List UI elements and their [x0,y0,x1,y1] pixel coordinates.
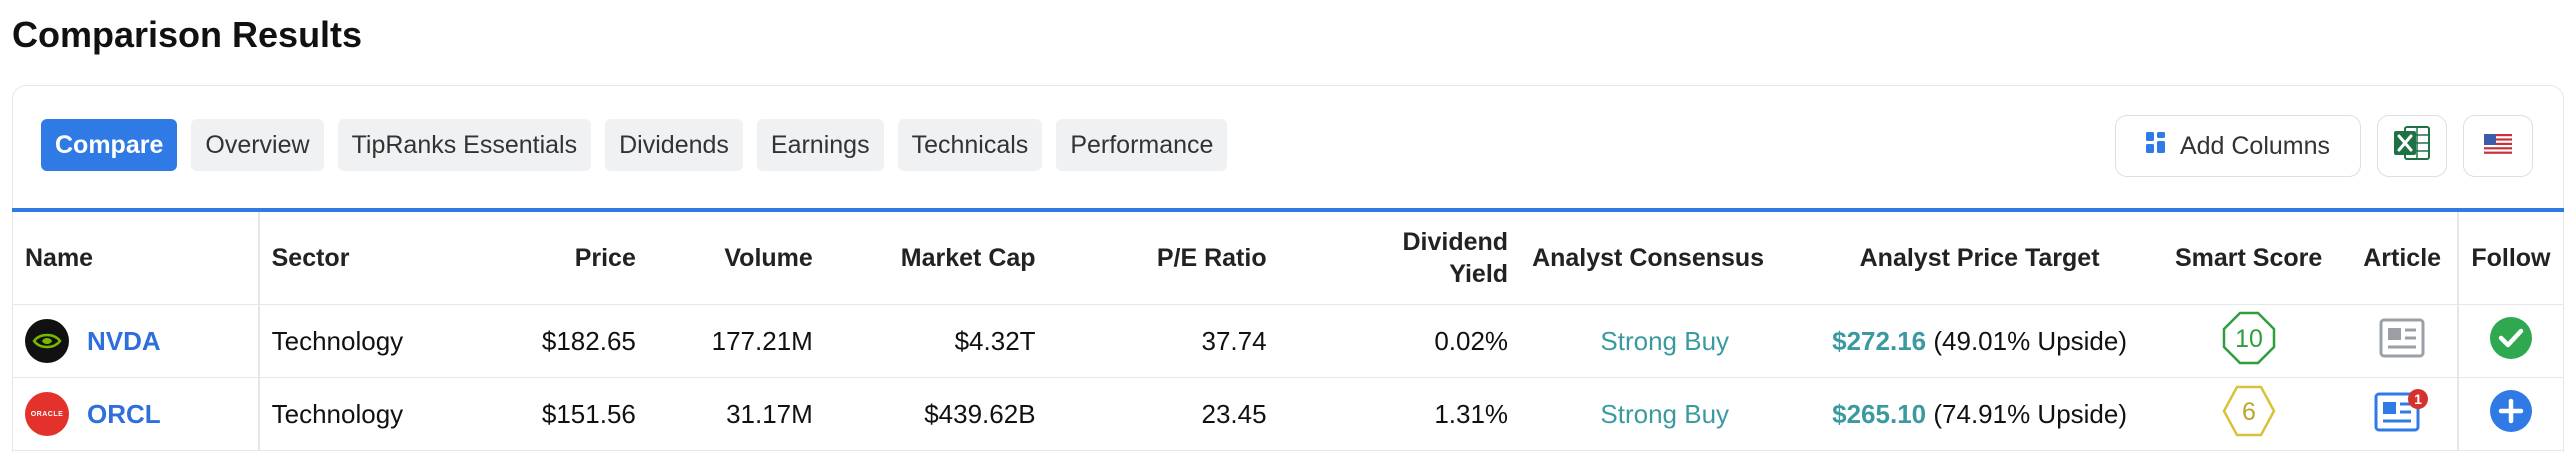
toolbar-tools: Add Columns [2115,115,2533,177]
toolbar: Compare Overview TipRanks Essentials Div… [13,86,2563,208]
tab-overview[interactable]: Overview [191,119,324,171]
price-target-cell: $265.10 (74.91% Upside) [1809,377,2150,451]
add-columns-label: Add Columns [2179,131,2331,160]
smart-score-value: 10 [2235,325,2263,353]
column-header-price[interactable]: Price [466,212,648,305]
smart-score-cell: 6 [2149,377,2348,451]
smart-score-cell: 10 [2149,304,2348,378]
column-header-market-cap[interactable]: Market Cap [824,212,1048,305]
country-selector-button[interactable] [2463,115,2533,177]
column-header-analyst-consensus[interactable]: Analyst Consensus [1520,212,1810,305]
tab-earnings[interactable]: Earnings [756,119,884,171]
add-columns-button[interactable]: Add Columns [2115,115,2361,177]
sector-cell: Technology [258,304,467,378]
smart-score-badge[interactable]: 6 [2221,383,2277,439]
columns-icon [2145,131,2166,161]
market-cap-cell: $4.32T [824,304,1048,378]
tab-bar: Compare Overview TipRanks Essentials Div… [41,119,1228,171]
table-header-row: Name Sector Price Volume Market Cap P/E … [13,212,2563,305]
upside-text: (74.91% Upside) [1933,398,2128,429]
column-header-dividend-yield[interactable]: Dividend Yield [1278,212,1521,305]
tab-tipranks-essentials[interactable]: TipRanks Essentials [337,119,592,171]
column-header-dividend-yield-line1: Dividend [1402,228,1509,256]
oracle-logo: ORACLE [25,392,69,436]
price-target-link[interactable]: $272.16 [1832,325,1927,356]
article-cell [2347,304,2458,378]
oracle-logo-text: ORACLE [30,410,64,418]
follow-cell [2456,304,2563,378]
ticker-link[interactable]: ORCL [87,398,161,429]
table-row: ORACLE ORCL Technology $151.56 31.17M $4… [13,377,2563,451]
price-cell: $151.56 [466,377,648,451]
analyst-consensus-link[interactable]: Strong Buy [1520,304,1810,378]
name-cell: ORACLE ORCL [13,377,260,451]
column-header-article: Article [2347,212,2458,305]
tab-technicals[interactable]: Technicals [897,119,1043,171]
price-cell: $182.65 [466,304,648,378]
column-header-follow: Follow [2456,212,2563,305]
price-target-link[interactable]: $265.10 [1832,398,1927,429]
ticker-link[interactable]: NVDA [87,325,161,356]
column-header-smart-score[interactable]: Smart Score [2149,212,2348,305]
article-icon[interactable]: 1 [2374,388,2430,440]
dividend-yield-cell: 0.02% [1278,304,1521,378]
column-header-pe-ratio[interactable]: P/E Ratio [1047,212,1279,305]
pe-ratio-cell: 23.45 [1047,377,1279,451]
tab-dividends[interactable]: Dividends [605,119,743,171]
smart-score-value: 6 [2242,398,2256,426]
tab-underline [12,208,2564,212]
volume-cell: 31.17M [647,377,825,451]
column-header-sector[interactable]: Sector [258,212,467,305]
column-header-volume[interactable]: Volume [647,212,825,305]
following-check-icon[interactable] [2489,316,2533,366]
article-icon[interactable] [2379,318,2425,364]
tab-performance[interactable]: Performance [1056,119,1228,171]
article-badge [2408,388,2429,409]
excel-export-button[interactable] [2377,115,2447,177]
us-flag-icon [2483,132,2513,161]
page-title: Comparison Results [12,14,363,55]
article-badge-count: 1 [2414,391,2422,407]
sector-cell: Technology [258,377,467,451]
article-cell: 1 [2347,377,2458,451]
name-cell: NVDA [13,304,260,378]
upside-text: (49.01% Upside) [1933,325,2128,356]
column-header-analyst-price-target[interactable]: Analyst Price Target [1809,212,2150,305]
smart-score-badge[interactable]: 10 [2221,310,2277,366]
analyst-consensus-link[interactable]: Strong Buy [1520,377,1810,451]
volume-cell: 177.21M [647,304,825,378]
nvidia-logo [25,319,69,363]
comparison-card: Compare Overview TipRanks Essentials Div… [12,85,2564,452]
tab-compare[interactable]: Compare [41,119,178,171]
dividend-yield-cell: 1.31% [1278,377,1521,451]
price-target-cell: $272.16 (49.01% Upside) [1809,304,2150,378]
market-cap-cell: $439.62B [824,377,1048,451]
column-header-dividend-yield-line2: Yield [1449,260,1509,288]
follow-plus-icon[interactable] [2489,389,2533,439]
excel-export-icon [2393,124,2431,169]
table-row: NVDA Technology $182.65 177.21M $4.32T 3… [13,304,2563,378]
column-header-name[interactable]: Name [13,212,260,305]
pe-ratio-cell: 37.74 [1047,304,1279,378]
follow-cell [2456,377,2563,451]
comparison-table: Name Sector Price Volume Market Cap P/E … [13,212,2563,451]
